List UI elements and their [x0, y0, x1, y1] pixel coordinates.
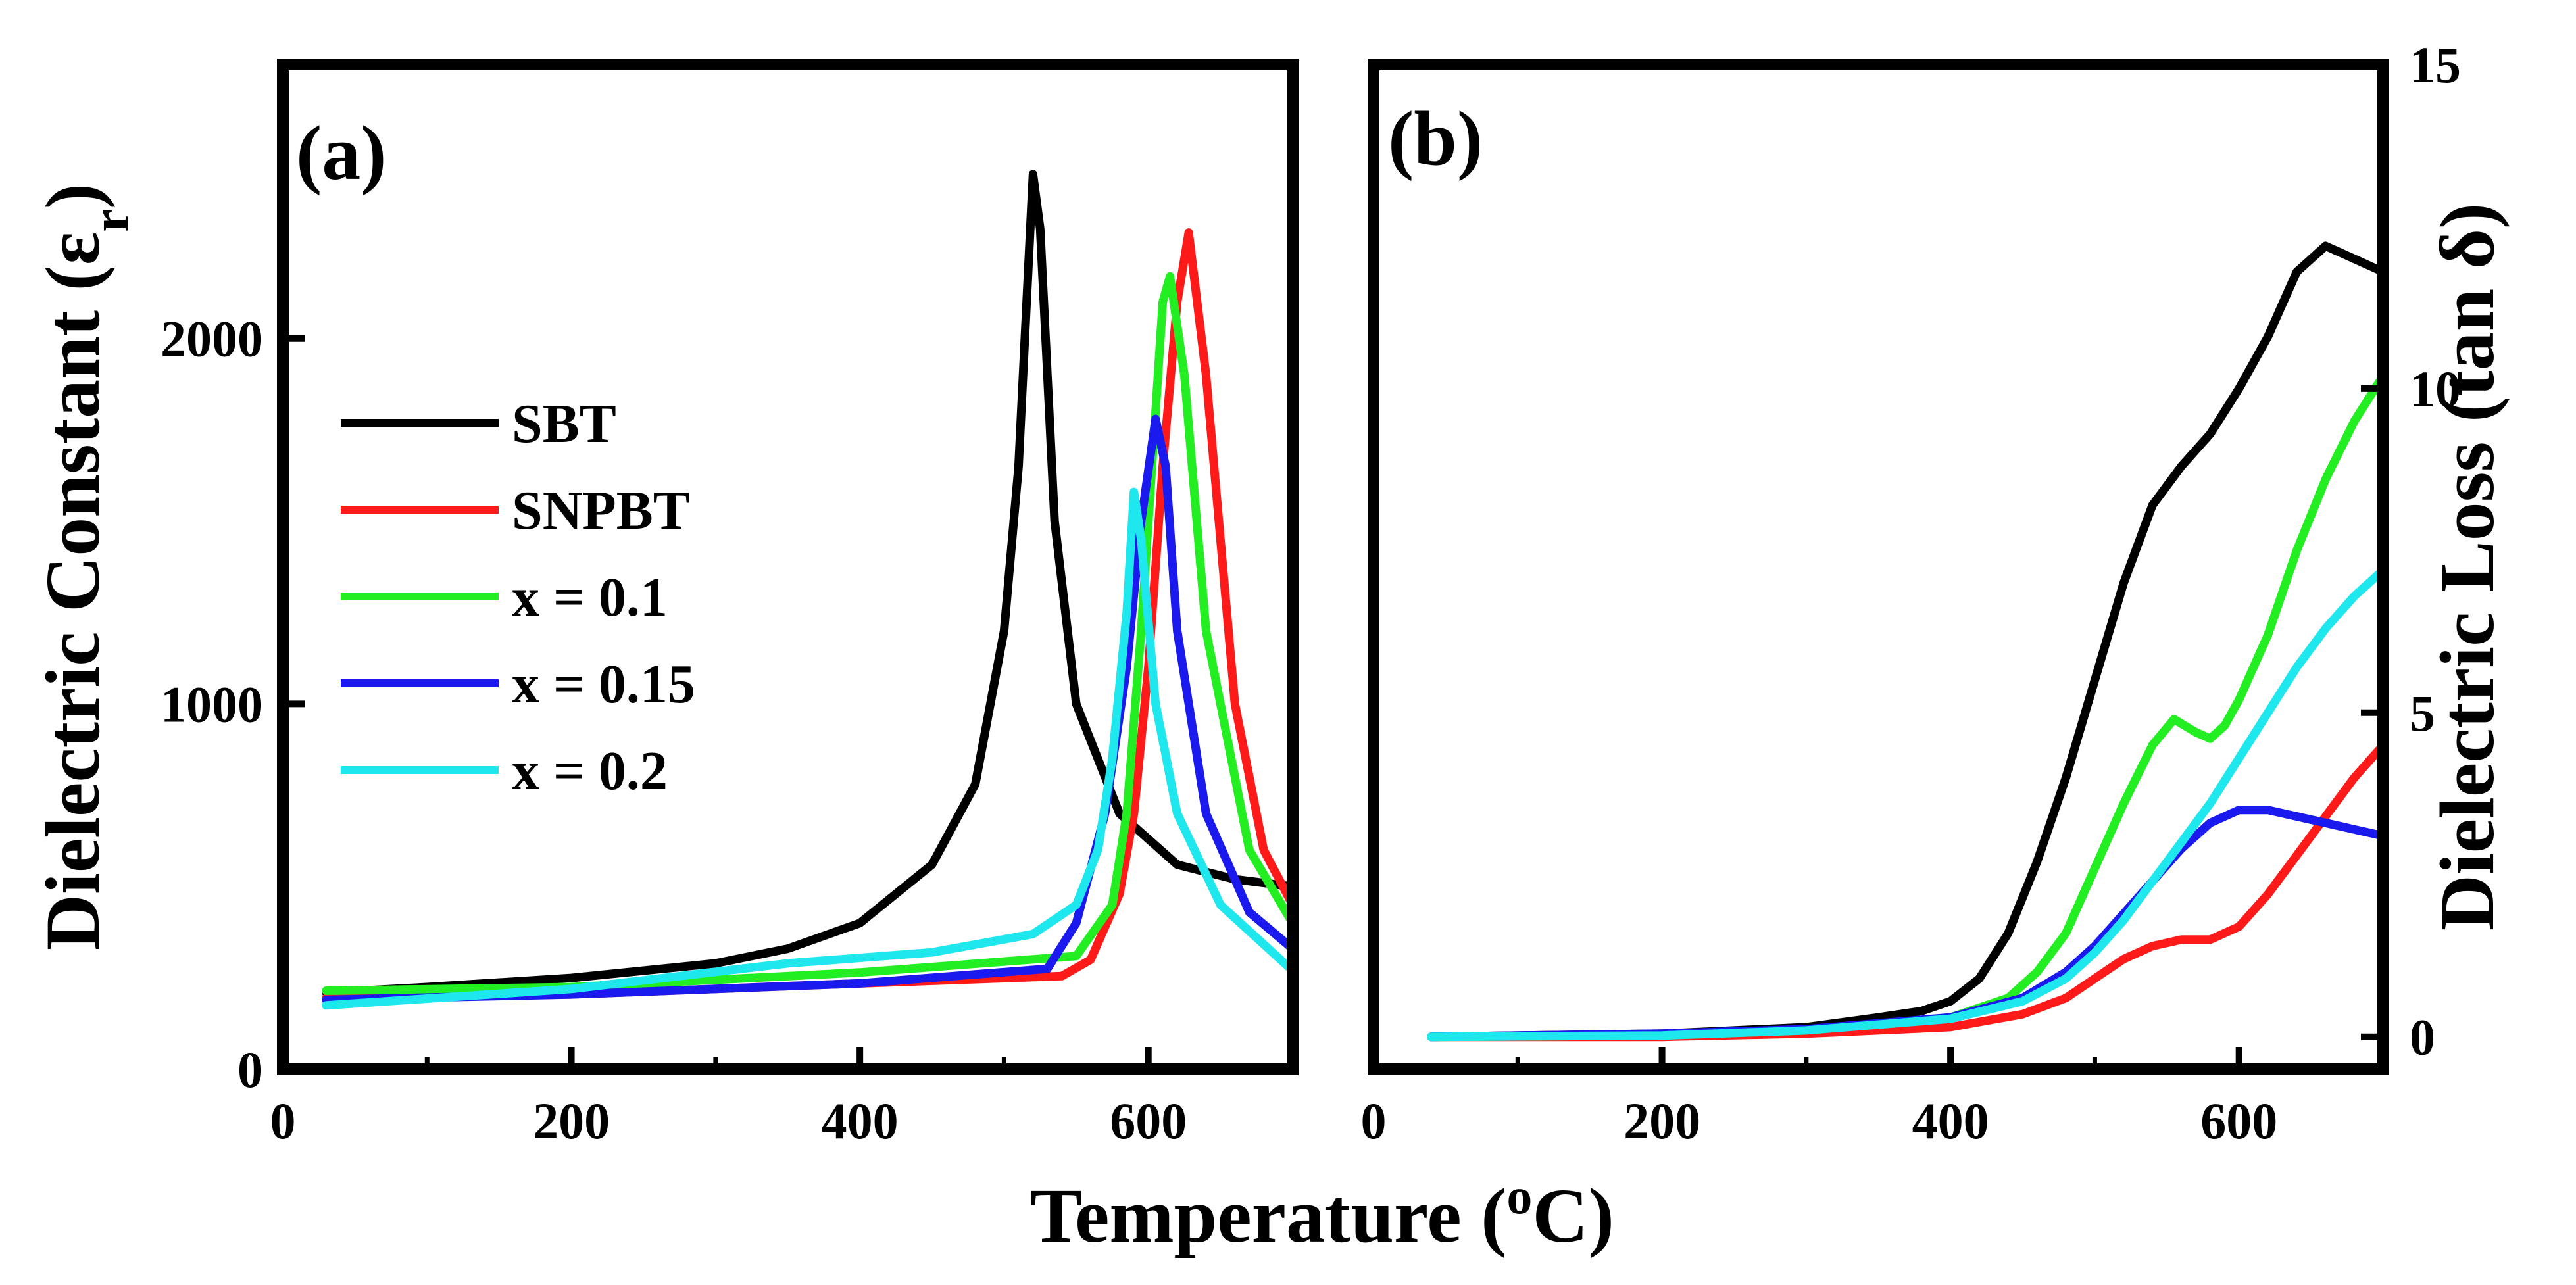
series-line-a-x-0-1: [322, 272, 1297, 995]
panel-b-y-ticks: 0 5 10 15: [2361, 36, 2461, 1066]
series-line-b-x-0-1: [1427, 371, 2388, 1042]
x-tick-label-b-0: 0: [1361, 1092, 1387, 1150]
panel-b-x-ticks: 0 200 400 600: [1361, 1047, 2386, 1150]
y-tick-label-a-0: 0: [237, 1041, 263, 1098]
legend-label-x-0-15: x = 0.15: [512, 654, 695, 715]
panel-b-series-layer: [1427, 241, 2388, 1042]
panel-b-dielectric-loss: 0 200 400 600 0 5 10 15 (b) Dielectric Loss (t…: [1361, 36, 2511, 1150]
legend-item-sbt: SBT: [341, 393, 616, 454]
x-tick-label-a-0: 0: [270, 1092, 296, 1150]
panel-a-frame: [277, 59, 1299, 1075]
panel-b-label: (b): [1388, 95, 1483, 182]
legend-item-x-0-2: x = 0.2: [341, 740, 668, 802]
panel-b-frame: [1368, 59, 2389, 1075]
panel-a-series-layer: [322, 170, 1297, 1010]
series-line-b-snpbt: [1427, 740, 2388, 1042]
panel-a-dielectric-constant: 0 200 400 600 0 1000 2000 (a) Dielectric Cons…: [30, 59, 1299, 1150]
legend-label-x-0-2: x = 0.2: [512, 740, 668, 802]
panel-b-y-axis-title: Dielectric Loss (tan δ): [2424, 203, 2510, 931]
x-tick-label-b-200: 200: [1623, 1092, 1700, 1150]
x-tick-label-a-200: 200: [533, 1092, 610, 1150]
series-line-b-sbt: [1427, 241, 2388, 1042]
series-line-b-x-0-2: [1427, 566, 2388, 1042]
legend-item-snpbt: SNPBT: [341, 480, 690, 541]
x-tick-label-a-400: 400: [822, 1092, 899, 1150]
y-tick-label-a-2000: 2000: [161, 310, 263, 368]
x-axis-title: Temperature (oC): [1030, 1167, 1614, 1259]
x-tick-label-b-400: 400: [1912, 1092, 1989, 1150]
panel-a-y-axis-title: Dielectric Constant (εr): [30, 183, 139, 950]
panel-a-x-ticks: 0 200 400 600: [270, 1047, 1295, 1150]
legend-item-x-0-1: x = 0.1: [341, 567, 668, 628]
y-tick-label-b-0: 0: [2410, 1009, 2435, 1066]
legend-label-snpbt: SNPBT: [512, 480, 690, 541]
x-tick-label-b-600: 600: [2200, 1092, 2277, 1150]
y-tick-label-b-15: 15: [2410, 36, 2461, 93]
legend-item-x-0-15: x = 0.15: [341, 654, 695, 715]
panel-a-y-ticks: 0 1000 2000: [161, 310, 305, 1098]
y-tick-label-a-1000: 1000: [161, 675, 263, 733]
series-line-a-x-0-15: [322, 414, 1297, 1004]
y-tick-label-b-10: 10: [2410, 360, 2461, 418]
legend: SBT SNPBT x = 0.1 x = 0.15 x = 0.2: [341, 393, 695, 802]
series-line-a-sbt: [322, 170, 1297, 997]
series-line-a-x-0-2: [322, 487, 1297, 1010]
panel-a-label: (a): [296, 110, 387, 196]
y-tick-label-b-5: 5: [2410, 685, 2435, 742]
x-tick-label-a-600: 600: [1110, 1092, 1187, 1150]
legend-label-sbt: SBT: [512, 393, 616, 454]
legend-label-x-0-1: x = 0.1: [512, 567, 668, 628]
